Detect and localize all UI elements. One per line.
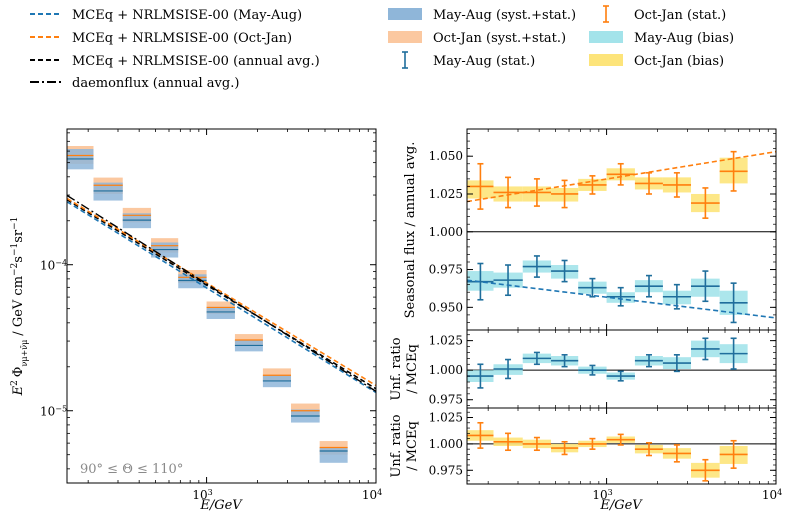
unfolded-oct-axes-frame	[466, 407, 777, 485]
flux-plot-area	[67, 146, 376, 463]
daemonflux-line	[67, 194, 376, 392]
legend-label: daemonflux (annual avg.)	[72, 76, 239, 91]
flux-x-tick-label: 103	[192, 488, 212, 503]
right-xlabel: E/GeV	[599, 498, 643, 513]
legend-label: MCEq + NRLMSISE-00 (annual avg.)	[72, 54, 320, 69]
seasonal-ticks: 0.950 0.975 1.000 1.025 1.050	[429, 129, 777, 330]
legend-label: MCEq + NRLMSISE-00 (Oct-Jan)	[72, 31, 292, 46]
legend-label: Oct-Jan (syst.+stat.)	[433, 31, 566, 46]
may-model-ratio-line	[467, 279, 776, 319]
legend-label: May-Aug (bias)	[634, 31, 734, 46]
y-tick-label: 1.000	[429, 437, 463, 451]
unfolded-may-ylabel-line2: / MCEq	[405, 344, 420, 394]
legend-label: Oct-Jan (bias)	[634, 54, 724, 69]
legend-entry-may-stat: May-Aug (stat.)	[402, 51, 535, 69]
annual-model-line	[67, 199, 376, 390]
may-syst-band	[319, 447, 348, 463]
y-tick-label: 0.950	[429, 300, 463, 314]
unfolded-oct-ylabel-line1: Unf. ratio	[389, 414, 404, 477]
x-tick-label: 104	[762, 488, 782, 503]
may-syst-band	[206, 306, 235, 319]
y-tick-label: 1.000	[429, 363, 463, 377]
y-tick-label: 1.025	[429, 334, 463, 348]
unfolded-oct-ticks: 0.975 1.000 1.025 103 104	[429, 408, 782, 503]
unfolded-may-ylabel-line1: Unf. ratio	[389, 337, 404, 400]
flux-ylabel: E2Φνμ+ν̄μ/ GeV cm−2s−1sr−1	[10, 217, 29, 397]
may-model-line	[67, 201, 376, 394]
x-tick-label: 103	[592, 488, 612, 503]
flux-y-tick-label: 10−5	[40, 404, 67, 419]
flux-ticks: 103 104 10−5 10−4	[40, 129, 382, 502]
flux-axes-frame	[66, 128, 377, 484]
y-tick-label: 1.025	[429, 187, 463, 201]
unfolded-may-panel: 0.975 1.000 1.025 Unf. ratio / MCEq	[389, 329, 777, 409]
legend-entry-oct-syst: Oct-Jan (syst.+stat.)	[388, 31, 566, 46]
unfolded-oct-ylabel-line2: / MCEq	[405, 421, 420, 471]
seasonal-plot-area	[467, 150, 776, 324]
seasonal-ylabel: Seasonal flux / annual avg.	[403, 142, 418, 319]
flux-y-tick-label: 10−4	[40, 258, 67, 273]
legend-entry-oct-stat: Oct-Jan (stat.)	[603, 5, 726, 23]
legend-entry-may-model: MCEq + NRLMSISE-00 (May-Aug)	[30, 8, 302, 23]
unfolded-oct-plot-area	[467, 421, 776, 482]
may-syst-band	[93, 182, 123, 201]
oct-model-line	[67, 197, 376, 387]
legend: MCEq + NRLMSISE-00 (May-Aug) MCEq + NRLM…	[30, 5, 734, 91]
legend-entry-annual-model: MCEq + NRLMSISE-00 (annual avg.)	[30, 54, 320, 69]
legend-entry-may-bias: May-Aug (bias)	[589, 31, 734, 46]
y-tick-label: 1.050	[429, 149, 463, 163]
flux-xlabel: E/GeV	[199, 498, 243, 513]
y-tick-label: 0.975	[429, 463, 463, 477]
y-tick-label: 1.025	[429, 411, 463, 425]
flux-x-tick-label: 104	[362, 488, 382, 503]
legend-label: MCEq + NRLMSISE-00 (May-Aug)	[72, 8, 302, 23]
legend-entry-may-syst: May-Aug (syst.+stat.)	[388, 8, 576, 23]
oct-model-ratio-line	[467, 150, 776, 203]
legend-entry-oct-bias: Oct-Jan (bias)	[589, 54, 724, 69]
y-tick-label: 1.000	[429, 225, 463, 239]
legend-entry-oct-model: MCEq + NRLMSISE-00 (Oct-Jan)	[30, 31, 292, 46]
legend-entry-daemonflux: daemonflux (annual avg.)	[30, 76, 239, 91]
unfolded-may-plot-area	[467, 337, 776, 389]
y-tick-label: 0.975	[429, 393, 463, 407]
legend-label: May-Aug (stat.)	[433, 54, 535, 69]
legend-label: Oct-Jan (stat.)	[634, 8, 726, 23]
seasonal-panel: 0.950 0.975 1.000 1.025 1.050 Seasonal flux …	[403, 128, 777, 331]
legend-label: May-Aug (syst.+stat.)	[433, 8, 576, 23]
unfolded-may-ticks: 0.975 1.000 1.025	[429, 330, 777, 408]
flux-panel: 103 104 10−5 10−4 90° ≤ Θ ≤ 110° E/GeV E2Φν…	[10, 128, 382, 513]
zenith-range-annotation: 90° ≤ Θ ≤ 110°	[80, 462, 183, 477]
y-tick-label: 0.975	[429, 263, 463, 277]
